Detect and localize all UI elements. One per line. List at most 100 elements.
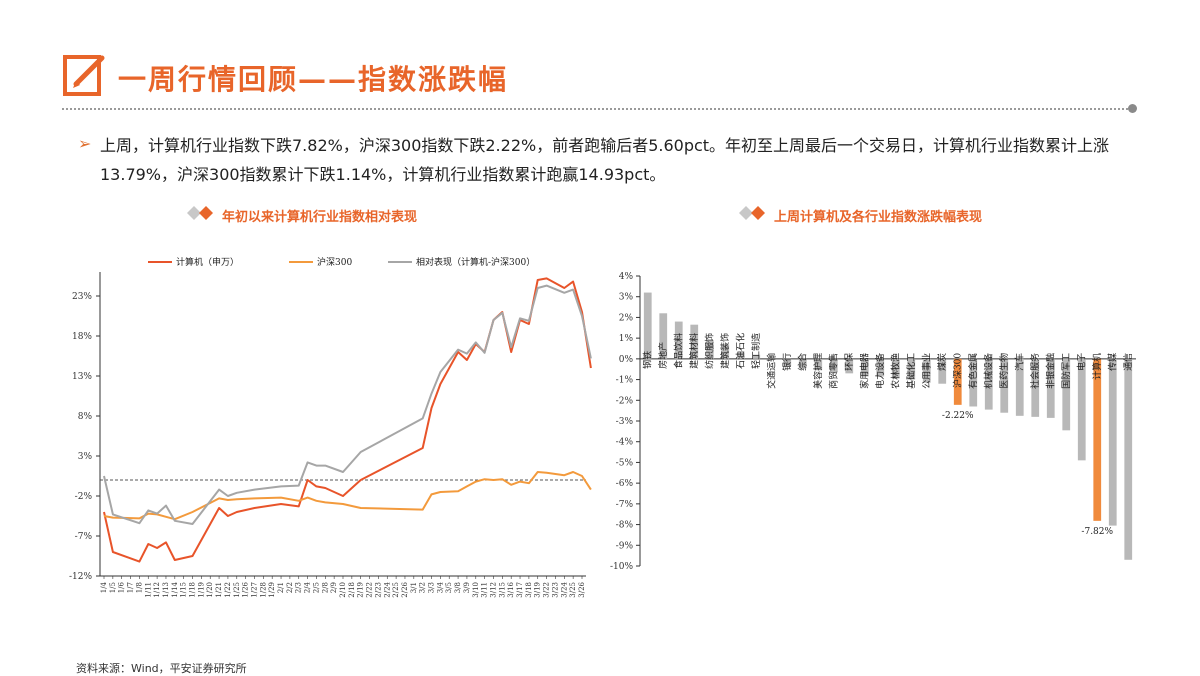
x-tick-label: 2/4 [304,581,312,593]
category-label: 电子 [1076,353,1088,371]
summary-text: 上周，计算机行业指数下跌7.82%，沪深300指数下跌2.22%，前者跑输后者5… [100,136,1110,184]
x-tick-label: 3/11 [481,582,489,598]
category-label: 轻工制造 [750,333,762,369]
x-tick-label: 3/18 [525,582,533,598]
bar [705,340,714,359]
data-label: -2.22% [942,411,974,421]
y-tick-label: -1% [616,376,634,386]
bar [1108,358,1117,526]
category-label: 石油石化 [735,333,747,369]
x-tick-label: 1/21 [215,582,223,598]
x-tick-label: 2/3 [295,582,303,593]
bar [752,354,761,359]
x-tick-label: 1/19 [197,582,205,598]
bar [1031,358,1040,417]
x-tick-label: 1/28 [259,582,267,598]
x-tick-label: 2/18 [348,582,356,598]
x-tick-label: 2/25 [392,582,400,598]
y-tick-label: 3% [619,293,634,303]
category-label: 非银金融 [1045,353,1057,389]
category-label: 公用事业 [921,353,933,389]
category-label: 基础化工 [905,353,917,389]
line-chart: -12%-7%-2%3%8%13%18%23%1/4 1/5 1/6 1/7 1/8 1/… [69,256,592,598]
title-divider [62,108,1132,110]
x-tick-label: 3/23 [551,582,559,598]
y-tick-label: 3% [78,452,93,462]
bar [891,358,900,379]
x-tick-label: 2/9 [330,582,338,593]
x-tick-label: 2/5 [312,582,320,593]
category-label: 煤炭 [936,353,948,371]
x-tick-label: 1/29 [268,582,276,598]
x-tick-label: 2/2 [286,582,294,593]
category-label: 汽车 [1014,353,1026,371]
bar [860,358,869,377]
bar [984,358,993,410]
x-tick-label: 1/6 [118,581,126,593]
category-label: 电力设备 [874,353,886,389]
bar [767,358,776,360]
y-tick-label: -12% [69,572,92,582]
category-label: 医药生物 [998,353,1010,389]
bar [674,321,683,359]
x-tick-label: 3/16 [507,581,515,597]
bar [690,324,699,359]
bar-chart: 4% 3% 2% 1% 0% -1% -2% -3% -4% -5% -6% -7% -8% -9% -10… [610,272,1136,572]
series-line [103,277,592,563]
x-tick-label: 2/19 [357,582,365,598]
y-tick-label: -10% [610,562,633,572]
x-tick-label: 3/24 [560,581,568,597]
category-label: 沪深300 [952,353,964,388]
category-label: 钢铁 [642,351,654,369]
category-label: 农林牧渔 [890,353,902,389]
y-tick-label: -2% [616,396,634,406]
edit-pencil-icon [63,55,105,96]
bar [659,313,668,359]
x-tick-label: 3/26 [578,581,586,597]
category-label: 传媒 [1107,353,1119,371]
x-tick-label: 1/11 [144,582,152,598]
y-tick-label: 2% [619,313,634,323]
x-tick-label: 1/5 [109,582,117,593]
bar [845,358,854,374]
category-label: 纺织服饰 [704,333,716,369]
x-tick-label: 2/1 [277,582,285,593]
y-tick-label: 8% [78,412,93,422]
source-note: 资料来源：Wind，平安证券研究所 [76,662,247,675]
category-label: 建筑材料 [688,333,700,369]
x-tick-label: 2/8 [321,582,329,593]
category-label: 国防军工 [1060,353,1072,389]
series-line [103,284,592,525]
bar [814,358,823,371]
category-label: 交通运输 [766,353,778,389]
x-tick-label: 1/12 [153,582,161,598]
x-tick-label: 2/22 [366,582,374,598]
legend-label: 计算机（申万） [176,256,239,268]
bar [1124,358,1133,560]
x-tick-label: 3/9 [463,582,471,593]
category-label: 银行 [781,353,793,371]
title-divider-dot [1128,104,1137,113]
bar [1093,358,1102,521]
y-tick-label: -9% [616,541,634,551]
bar [721,344,730,359]
x-tick-label: 1/18 [189,582,197,598]
category-label: 通信 [1122,353,1134,371]
x-tick-label: 1/25 [233,582,241,598]
page-title: 一周行情回顾——指数涨跌幅 [118,63,509,96]
x-tick-label: 3/25 [569,582,577,598]
category-label: 社会服务 [1029,353,1041,389]
x-tick-label: 3/8 [454,582,462,593]
x-tick-label: 2/26 [401,581,409,597]
category-label: 房地产 [657,342,669,369]
x-tick-label: 1/8 [135,582,143,593]
category-label: 计算机 [1091,353,1103,380]
y-tick-label: 18% [72,332,92,342]
x-tick-label: 3/10 [472,582,480,598]
x-tick-label: 1/13 [162,582,170,598]
bar [798,358,807,369]
bar [1015,358,1024,416]
category-label: 建筑装饰 [719,333,731,369]
bar [1077,358,1086,461]
x-tick-label: 2/23 [374,582,382,598]
